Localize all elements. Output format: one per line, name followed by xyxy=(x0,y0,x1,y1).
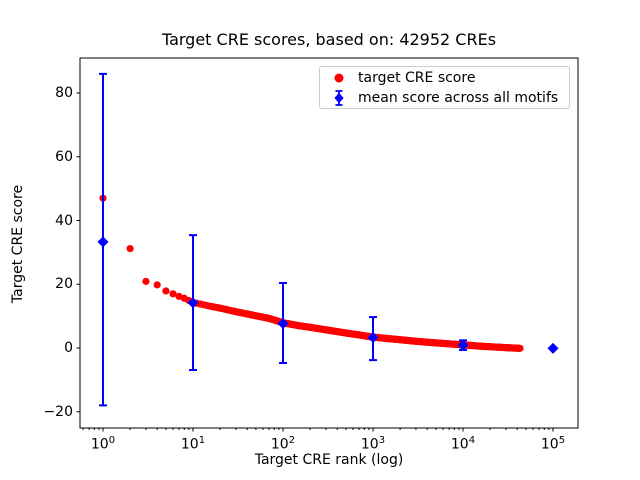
x-axis-label: Target CRE rank (log) xyxy=(254,452,404,468)
y-tick-label: 60 xyxy=(55,148,73,165)
y-tick-label: 80 xyxy=(55,85,73,101)
x-tick-label: 103 xyxy=(360,435,386,453)
axis-ticks xyxy=(76,92,554,432)
y-tick-label: 40 xyxy=(55,212,73,229)
mean-errorbar-series xyxy=(97,72,559,407)
legend-item-target-score: target CRE score xyxy=(320,68,569,87)
legend: target CRE score mean score across all m… xyxy=(319,66,570,109)
red-circle-icon xyxy=(320,69,358,87)
x-tick-label: 105 xyxy=(540,435,566,453)
x-tick-label: 104 xyxy=(450,435,476,453)
y-tick-label: 0 xyxy=(64,340,73,356)
y-tick-label: −20 xyxy=(43,403,73,420)
legend-label: mean score across all motifs xyxy=(358,89,559,106)
plot-frame xyxy=(79,57,579,429)
legend-item-mean-score: mean score across all motifs xyxy=(320,88,569,107)
x-tick-label: 100 xyxy=(90,435,116,453)
red-scatter-series xyxy=(99,194,524,352)
y-axis-label: Target CRE score xyxy=(10,184,26,304)
legend-label: target CRE score xyxy=(358,69,476,86)
chart-title: Target CRE scores, based on: 42952 CREs xyxy=(161,30,497,49)
blue-diamond-errorbar-icon xyxy=(320,89,358,107)
x-tick-label: 101 xyxy=(180,435,206,453)
x-tick-label: 102 xyxy=(270,435,296,453)
y-tick-label: 20 xyxy=(55,276,73,293)
